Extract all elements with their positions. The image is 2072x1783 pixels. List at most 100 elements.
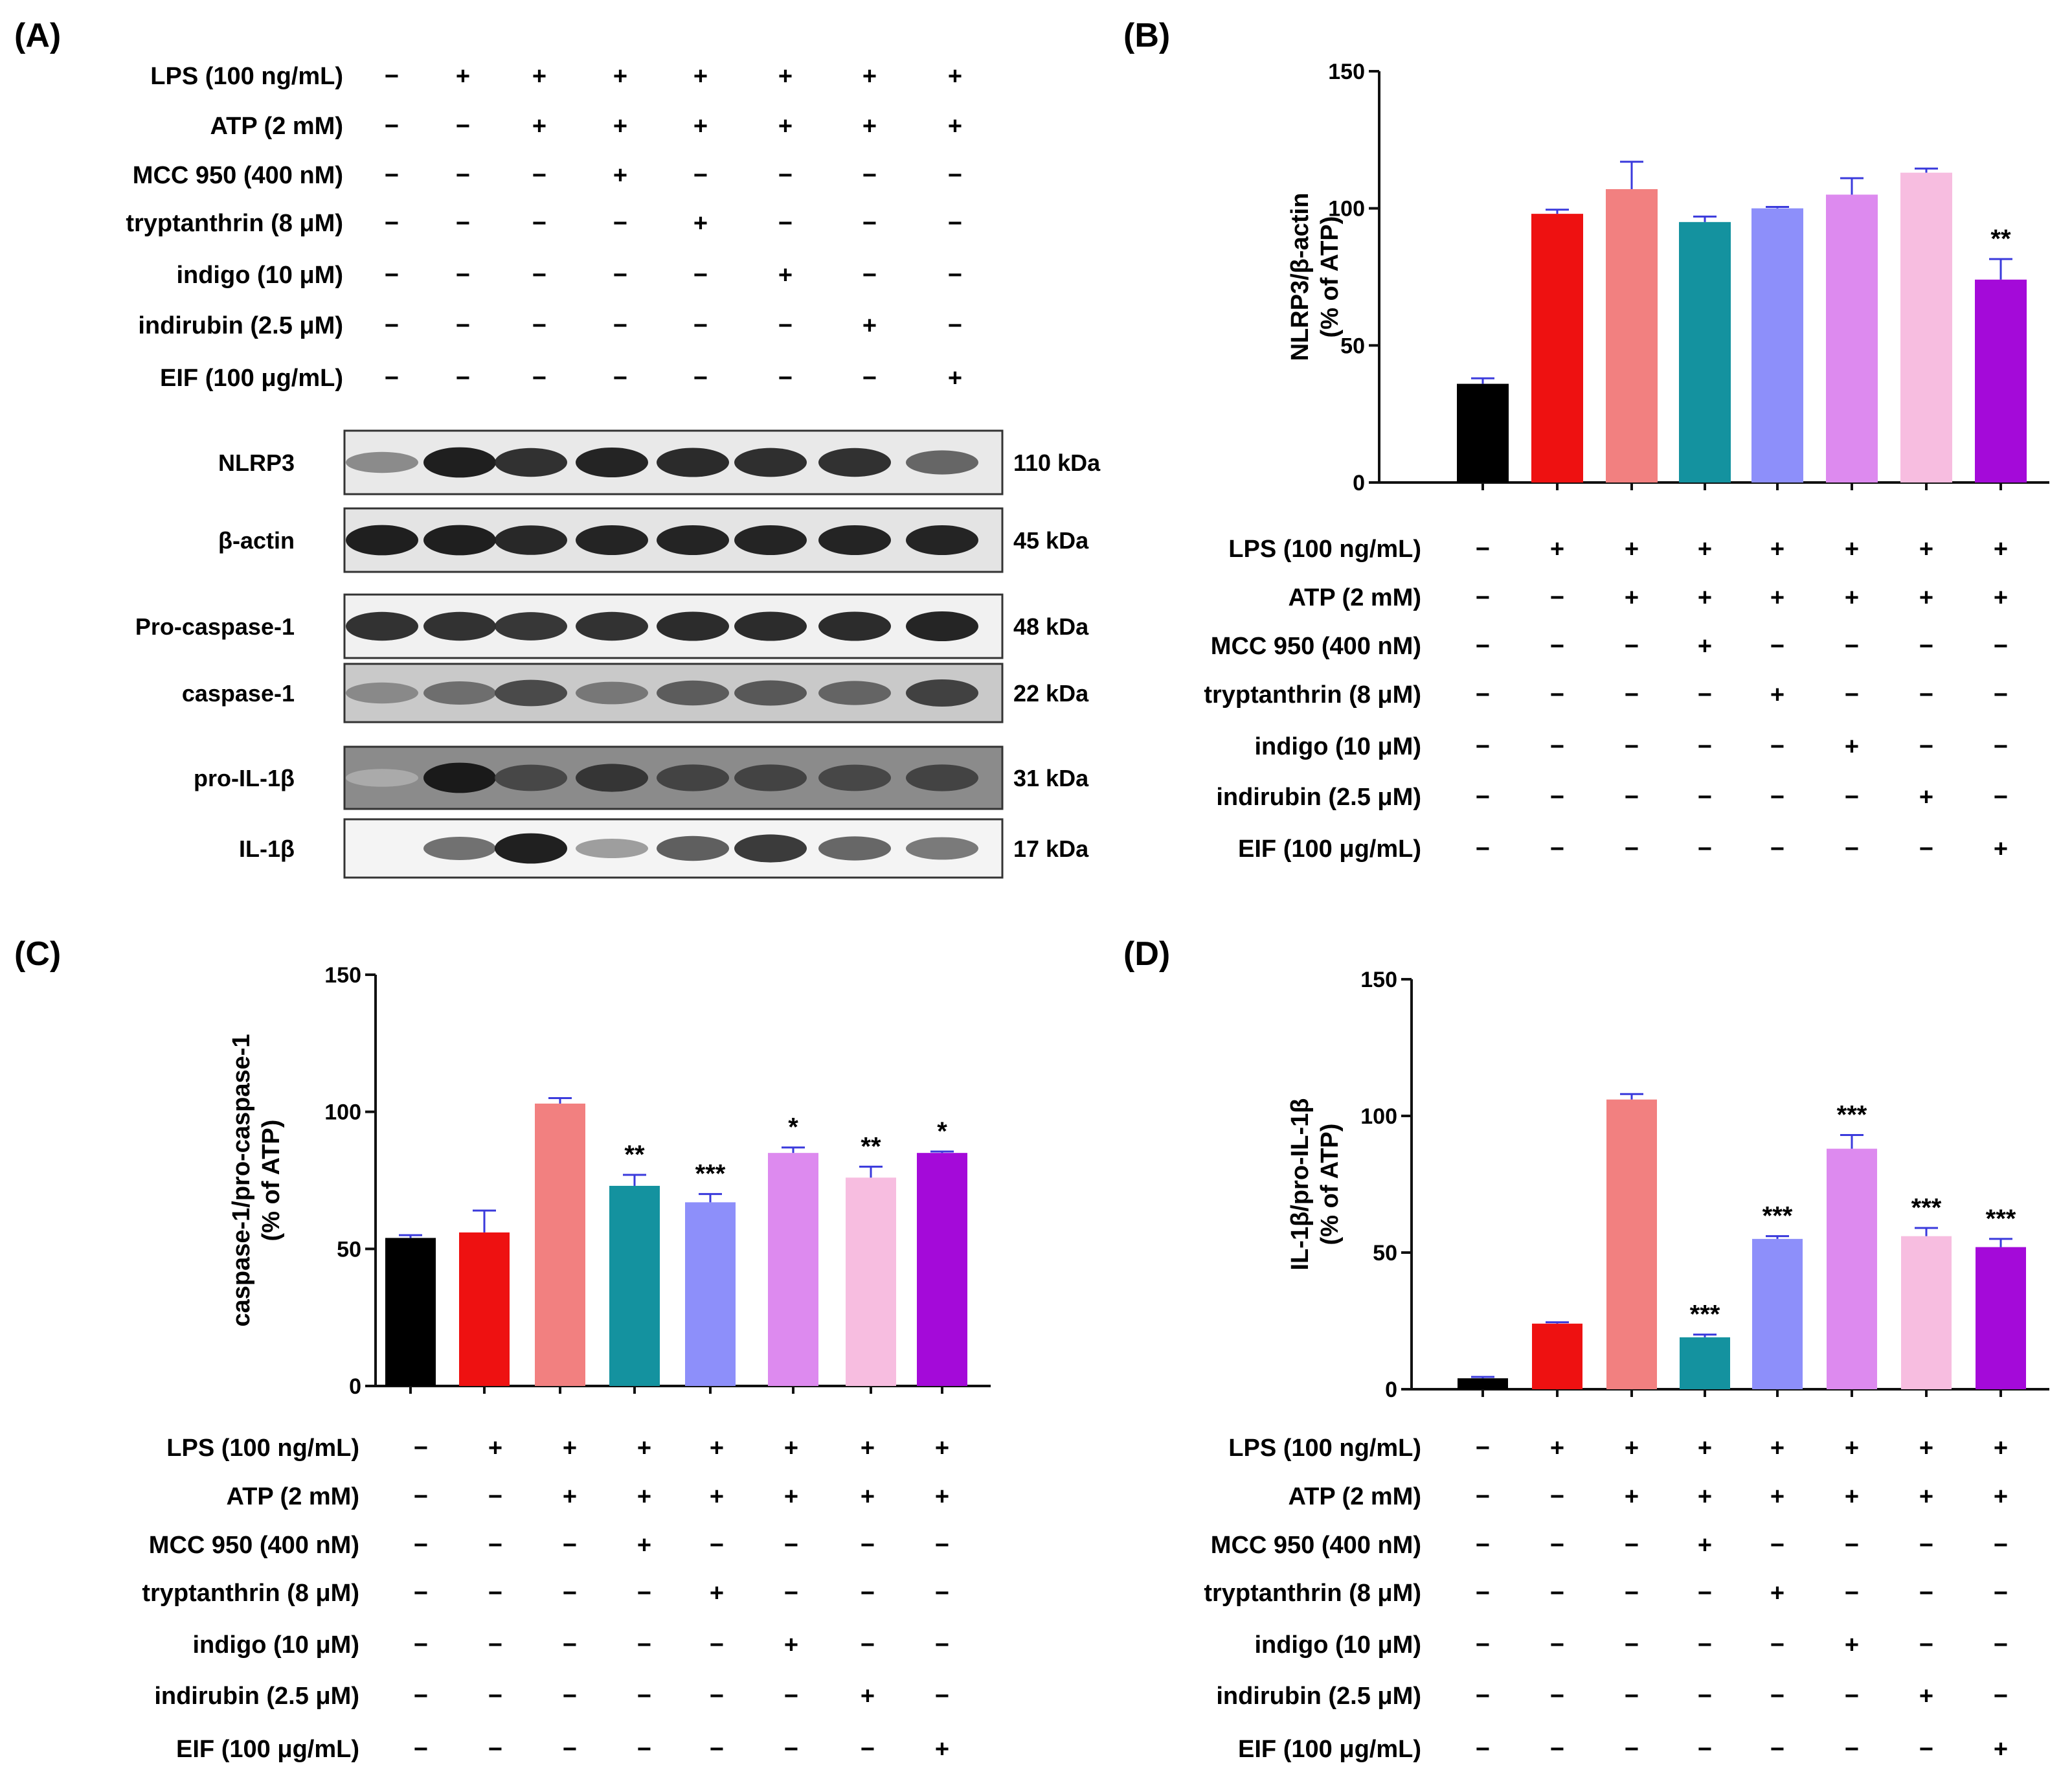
treat-d-sign-0-0: −	[1476, 1435, 1490, 1462]
significance-3: **	[624, 1141, 645, 1169]
blot-band-2-2	[495, 612, 567, 641]
blot-band-2-4	[657, 611, 729, 641]
treat-a-sign-6-6: −	[862, 365, 877, 392]
treat-a-sign-2-5: −	[778, 162, 793, 189]
treat-a-sign-0-2: +	[532, 63, 546, 90]
blot-label-4: pro-IL-1β	[194, 765, 295, 791]
treat-d-sign-5-5: −	[1845, 1683, 1859, 1710]
treat-b-sign-3-5: −	[1845, 681, 1859, 709]
treat-b-sign-2-0: −	[1476, 633, 1490, 660]
y-tick-label: 150	[1328, 60, 1365, 84]
significance-5: *	[788, 1113, 798, 1142]
chart-nlrp3: 0 50 100 150 NLRP3/β-actin (% of ATP) **	[1287, 60, 2049, 495]
treat-c-sign-0-5: +	[784, 1435, 798, 1462]
treat-c-sign-6-1: −	[488, 1736, 502, 1763]
significance-3: ***	[1690, 1300, 1720, 1329]
y-axis-label: (% of ATP)	[258, 1120, 285, 1242]
treat-a-sign-0-0: −	[385, 63, 399, 90]
treat-d-label-3: tryptanthrin (8 μM)	[1204, 1580, 1421, 1607]
treat-d-sign-4-5: +	[1845, 1631, 1859, 1659]
treat-a-label-5: indirubin (2.5 μM)	[138, 312, 343, 339]
blot-band-1-0	[346, 525, 418, 556]
treat-d-sign-2-5: −	[1845, 1532, 1859, 1559]
blot-band-3-1	[423, 681, 496, 705]
treat-b-sign-1-5: +	[1845, 584, 1859, 611]
blot-kda-2: 48 kDa	[1013, 613, 1089, 640]
treatment-table-c: LPS (100 ng/mL) − + + + + + + + ATP (2 mM) − − + + + + +…	[142, 1435, 949, 1763]
blot-kda-3: 22 kDa	[1013, 680, 1089, 707]
treat-d-sign-0-4: +	[1770, 1435, 1785, 1462]
treat-a-sign-4-3: −	[613, 262, 627, 289]
treat-d-sign-1-4: +	[1770, 1483, 1785, 1510]
treatment-table-b: LPS (100 ng/mL) − + + + + + + + ATP (2 mM) − − + + + + +…	[1204, 536, 2008, 863]
treat-c-sign-5-2: −	[563, 1683, 577, 1710]
treat-d-sign-2-1: −	[1550, 1532, 1564, 1559]
treat-c-sign-1-4: +	[710, 1483, 724, 1510]
blot-band-1-6	[818, 525, 891, 556]
treat-a-sign-0-1: +	[456, 63, 470, 90]
treat-c-sign-0-7: +	[935, 1435, 949, 1462]
treat-a-sign-3-6: −	[862, 210, 877, 237]
treat-b-label-6: EIF (100 μg/mL)	[1238, 835, 1421, 863]
treat-a-sign-2-3: +	[613, 162, 627, 189]
treat-d-sign-2-3: +	[1698, 1532, 1712, 1559]
treat-c-label-3: tryptanthrin (8 μM)	[142, 1580, 359, 1607]
blot-band-4-7	[906, 764, 978, 791]
treat-b-sign-3-2: −	[1625, 681, 1639, 709]
treat-a-sign-3-1: −	[456, 210, 470, 237]
treat-c-sign-1-6: +	[861, 1483, 875, 1510]
treat-c-sign-5-1: −	[488, 1683, 502, 1710]
treat-b-sign-4-4: −	[1770, 733, 1785, 760]
treat-c-sign-5-6: +	[861, 1683, 875, 1710]
treat-b-label-5: indirubin (2.5 μM)	[1216, 784, 1421, 811]
treat-a-sign-5-0: −	[385, 312, 399, 339]
treat-a-sign-0-3: +	[613, 63, 627, 90]
treat-a-sign-2-2: −	[532, 162, 546, 189]
treat-d-sign-5-0: −	[1476, 1683, 1490, 1710]
treat-a-sign-1-0: −	[385, 113, 399, 140]
treat-b-sign-5-7: −	[1994, 784, 2008, 811]
treat-b-label-0: LPS (100 ng/mL)	[1228, 536, 1421, 563]
treat-b-sign-5-2: −	[1625, 784, 1639, 811]
significance-7: *	[937, 1117, 947, 1146]
treat-d-sign-1-7: +	[1994, 1483, 2008, 1510]
blot-band-1-1	[423, 525, 496, 556]
blot-band-5-6	[818, 836, 891, 861]
blot-band-4-6	[818, 764, 891, 791]
treat-b-sign-3-1: −	[1550, 681, 1564, 709]
treat-b-sign-3-3: −	[1698, 681, 1712, 709]
bar-tryptanthrin	[685, 1202, 736, 1386]
bar-Control	[1458, 1378, 1508, 1389]
y-tick-label: 50	[1340, 334, 1365, 358]
treat-d-sign-6-0: −	[1476, 1736, 1490, 1763]
treat-d-sign-3-0: −	[1476, 1580, 1490, 1607]
treat-d-sign-2-7: −	[1994, 1532, 2008, 1559]
y-tick-label: 100	[1360, 1104, 1397, 1129]
treatment-table-d: LPS (100 ng/mL) − + + + + + + + ATP (2 mM) − − + + + + +…	[1204, 1435, 2008, 1763]
blot-label-5: IL-1β	[239, 835, 295, 862]
treat-d-sign-4-7: −	[1994, 1631, 2008, 1659]
treat-d-sign-1-6: +	[1919, 1483, 1933, 1510]
treat-a-sign-4-7: −	[948, 262, 962, 289]
treat-a-label-3: tryptanthrin (8 μM)	[126, 210, 343, 237]
treat-a-sign-6-0: −	[385, 365, 399, 392]
blot-label-0: NLRP3	[218, 449, 295, 476]
treat-c-sign-6-5: −	[784, 1736, 798, 1763]
treat-c-sign-2-0: −	[414, 1532, 428, 1559]
blot-band-5-1	[423, 837, 496, 860]
treat-d-sign-1-2: +	[1625, 1483, 1639, 1510]
blot-kda-4: 31 kDa	[1013, 765, 1089, 791]
treat-d-sign-4-2: −	[1625, 1631, 1639, 1659]
blot-band-1-4	[657, 525, 729, 556]
treat-d-label-0: LPS (100 ng/mL)	[1228, 1435, 1421, 1462]
treat-b-sign-5-3: −	[1698, 784, 1712, 811]
treat-b-sign-6-7: +	[1994, 835, 2008, 863]
bar-MCC 950	[1680, 1337, 1730, 1389]
bar-MCC 950	[1679, 221, 1731, 483]
treat-c-sign-3-4: +	[710, 1580, 724, 1607]
treat-d-sign-3-3: −	[1698, 1580, 1712, 1607]
treat-c-sign-4-0: −	[414, 1631, 428, 1659]
treat-b-sign-2-5: −	[1845, 633, 1859, 660]
blot-kda-1: 45 kDa	[1013, 527, 1089, 554]
